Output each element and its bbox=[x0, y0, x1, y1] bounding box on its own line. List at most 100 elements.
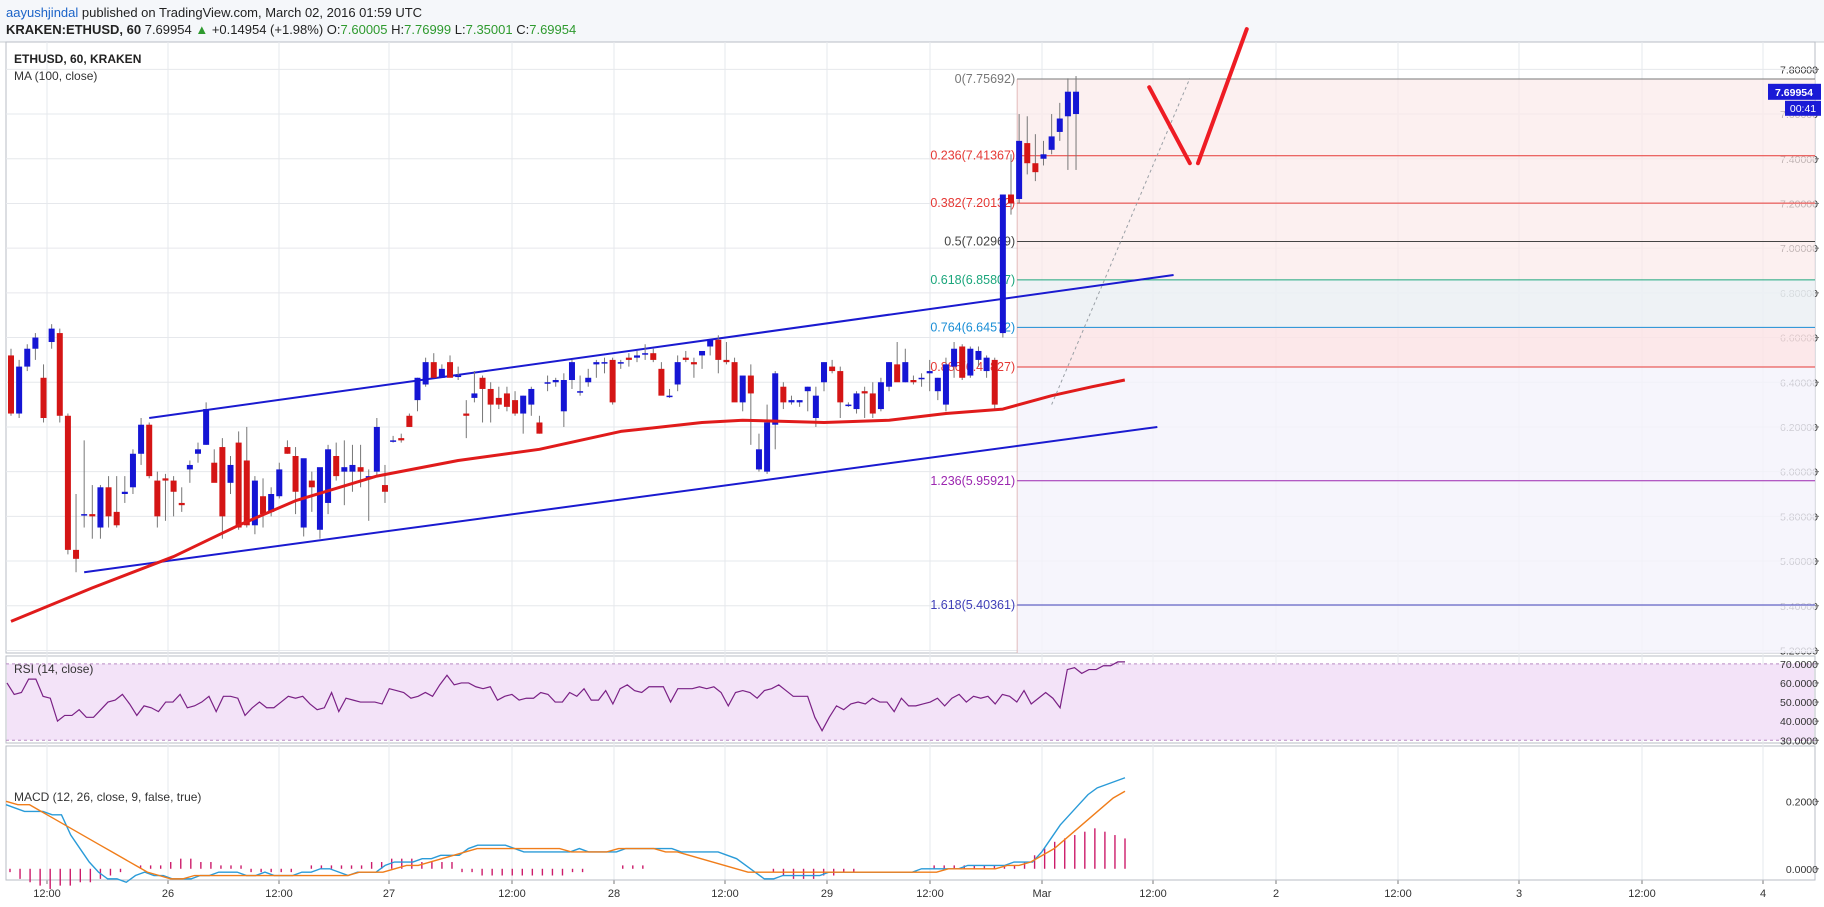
time-tick-label: 3 bbox=[1516, 888, 1522, 900]
candle-down bbox=[837, 371, 844, 403]
rsi-tick-label: 70.0000 bbox=[1780, 659, 1818, 671]
candle-up bbox=[349, 464, 356, 472]
candle-up bbox=[276, 469, 283, 497]
candle-up bbox=[951, 348, 958, 367]
candle-down bbox=[959, 346, 966, 378]
ma-indicator-label[interactable]: MA (100, close) bbox=[14, 69, 98, 83]
moving-average-line bbox=[10, 378, 1126, 623]
candle-up bbox=[674, 362, 681, 385]
candle-up bbox=[373, 426, 380, 472]
candle-down bbox=[162, 478, 169, 481]
candle-up bbox=[593, 362, 600, 365]
candle-up bbox=[16, 366, 23, 414]
candle-down bbox=[1024, 143, 1031, 164]
macd-tick-label: 0.0000 bbox=[1786, 864, 1818, 876]
forecast-down-stroke bbox=[1147, 85, 1192, 166]
candle-up bbox=[528, 388, 535, 405]
candle-down bbox=[650, 353, 657, 360]
candle-down bbox=[487, 388, 494, 405]
up-arrow-icon: ▲ bbox=[195, 22, 209, 37]
rsi-tick-label: 40.0000 bbox=[1780, 716, 1818, 728]
macd-tick-label: 0.2000 bbox=[1786, 796, 1818, 808]
countdown-tag-label: 00:41 bbox=[1790, 103, 1816, 115]
candle-down bbox=[89, 514, 96, 517]
candle-up bbox=[325, 449, 332, 503]
open-value: 7.60005 bbox=[340, 22, 388, 37]
candle-down bbox=[211, 462, 218, 483]
candle-up bbox=[129, 453, 136, 488]
fib-level-label: 0.5(7.02969) bbox=[944, 235, 1015, 249]
candles bbox=[8, 76, 1080, 573]
candle-down bbox=[503, 393, 510, 407]
candle-up bbox=[975, 350, 982, 360]
candle-down bbox=[398, 438, 405, 441]
candle-up bbox=[999, 194, 1006, 334]
candle-down bbox=[894, 364, 901, 383]
candle-up bbox=[804, 386, 811, 392]
candle-down bbox=[284, 447, 291, 454]
candle-up bbox=[942, 364, 949, 405]
candle-up bbox=[268, 494, 275, 512]
candle-down bbox=[154, 480, 161, 517]
candle-down bbox=[536, 422, 543, 434]
candle-down bbox=[869, 393, 876, 414]
candle-up bbox=[560, 380, 567, 412]
candle-up bbox=[24, 348, 31, 367]
candle-down bbox=[292, 456, 299, 492]
candle-up bbox=[568, 362, 575, 381]
candle-up bbox=[934, 377, 941, 392]
candle-down bbox=[430, 362, 437, 378]
close-label: C: bbox=[516, 22, 530, 37]
candle-up bbox=[414, 377, 421, 401]
candle-up bbox=[1048, 136, 1055, 150]
candle-up bbox=[97, 487, 104, 528]
macd-pane-title[interactable]: MACD (12, 26, close, 9, false, true) bbox=[14, 790, 202, 804]
candle-down bbox=[381, 485, 388, 492]
candle-up bbox=[520, 395, 527, 414]
time-tick-label: 12:00 bbox=[498, 888, 526, 900]
price-tag-box bbox=[1768, 83, 1821, 100]
candle-up bbox=[48, 328, 55, 343]
time-tick-label: 4 bbox=[1760, 888, 1766, 900]
time-tick-label: 12:00 bbox=[711, 888, 739, 900]
candle-up bbox=[634, 355, 641, 358]
candle-up bbox=[341, 467, 348, 472]
fib-zone-lower bbox=[1017, 366, 1815, 653]
price-change: +0.14954 (+1.98%) bbox=[211, 22, 324, 37]
author-link[interactable]: aayushjindal bbox=[6, 5, 79, 20]
candle-up bbox=[422, 362, 429, 385]
rsi-pane-title[interactable]: RSI (14, close) bbox=[14, 662, 94, 676]
candle-down bbox=[731, 362, 738, 403]
last-price: 7.69954 bbox=[144, 22, 192, 37]
time-tick-label: 29 bbox=[821, 888, 833, 900]
candle-down bbox=[8, 355, 14, 414]
fib-level-label: 0.764(6.64572) bbox=[930, 320, 1015, 334]
time-tick-label: 12:00 bbox=[265, 888, 293, 900]
candle-up bbox=[251, 480, 258, 526]
candle-up bbox=[967, 348, 974, 376]
candle-down bbox=[73, 549, 80, 559]
price-tick-label: 7.80000 bbox=[1780, 64, 1818, 76]
candle-up bbox=[601, 362, 608, 364]
time-tick-label: 12:00 bbox=[1384, 888, 1412, 900]
rsi-band bbox=[7, 663, 1814, 741]
candle-down bbox=[658, 368, 665, 396]
fib-level-label: 0.382(7.20132) bbox=[930, 196, 1015, 210]
fibonacci-retracement: 0(7.75692) 0.236(7.41367) 0.382(7.20132) 0.… bbox=[930, 72, 1815, 653]
candle-down bbox=[235, 442, 242, 528]
candle-down bbox=[1007, 194, 1014, 204]
forecast-up-stroke bbox=[1195, 27, 1249, 166]
candle-down bbox=[243, 460, 250, 526]
time-tick-label: 26 bbox=[162, 888, 174, 900]
candle-up bbox=[886, 362, 893, 387]
candle-down bbox=[495, 397, 502, 405]
candle-up bbox=[812, 395, 819, 419]
low-value: 7.35001 bbox=[465, 22, 513, 37]
timeframe: 60 bbox=[126, 22, 142, 37]
time-tick-label: 12:00 bbox=[916, 888, 944, 900]
candle-down bbox=[178, 502, 185, 506]
candle-down bbox=[170, 480, 177, 492]
candle-up bbox=[390, 440, 397, 442]
candle-up bbox=[203, 409, 210, 445]
candle-down bbox=[690, 362, 697, 365]
